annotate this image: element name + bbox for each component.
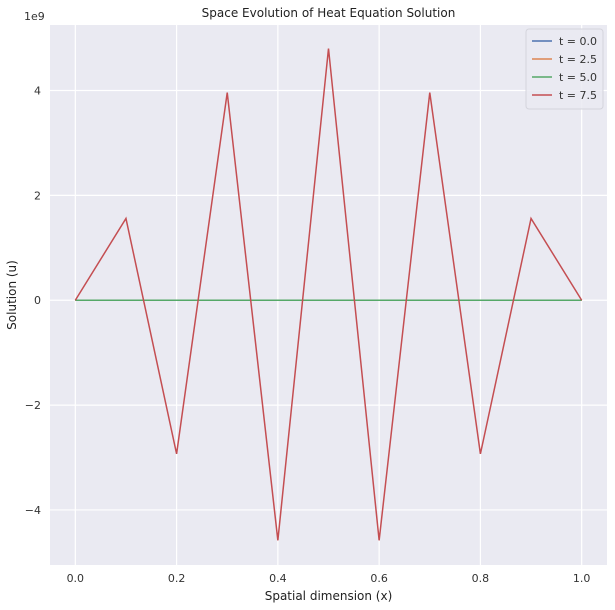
x-tick-label: 0.2 [168, 572, 186, 585]
x-axis-ticks: 0.0 0.2 0.4 0.6 0.8 1.0 [67, 572, 591, 585]
series-layer [74, 48, 583, 541]
legend-label: t = 7.5 [559, 89, 597, 102]
y-axis-ticks: −4 −2 0 2 4 [25, 85, 41, 517]
y-tick-label: −4 [25, 504, 41, 517]
plot-area [50, 25, 607, 565]
legend-label: t = 5.0 [559, 71, 597, 84]
y-tick-label: −2 [25, 399, 41, 412]
legend: t = 0.0 t = 2.5 t = 5.0 t = 7.5 [525, 28, 604, 110]
x-tick-label: 0.6 [370, 572, 388, 585]
x-axis-label: Spatial dimension (x) [265, 589, 393, 603]
series-line-4 [74, 48, 583, 541]
legend-label: t = 2.5 [559, 53, 597, 66]
legend-box [525, 28, 604, 110]
y-tick-label: 4 [34, 85, 41, 98]
x-tick-label: 0.8 [472, 572, 490, 585]
chart-title: Space Evolution of Heat Equation Solutio… [202, 6, 456, 20]
x-tick-label: 0.0 [67, 572, 85, 585]
x-tick-label: 1.0 [573, 572, 591, 585]
x-tick-label: 0.4 [269, 572, 287, 585]
y-axis-label: Solution (u) [5, 260, 19, 330]
y-tick-label: 0 [34, 294, 41, 307]
y-axis-offset-text: 1e9 [24, 10, 45, 23]
y-tick-label: 2 [34, 189, 41, 202]
legend-label: t = 0.0 [559, 35, 597, 48]
